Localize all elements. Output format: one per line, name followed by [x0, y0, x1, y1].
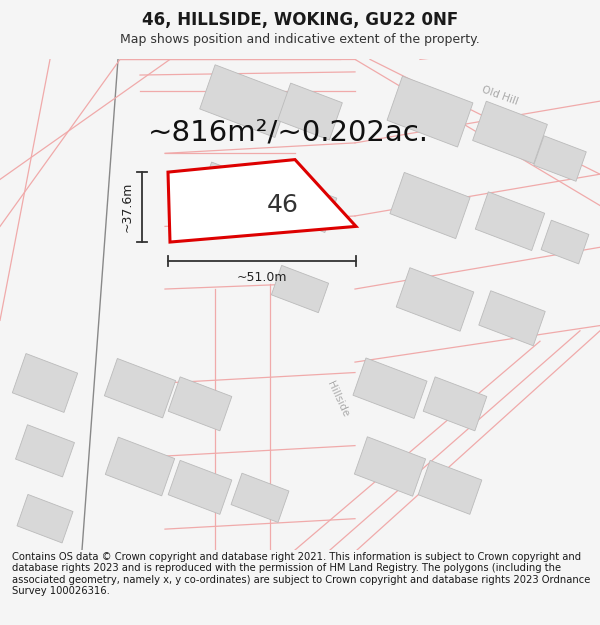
Polygon shape [479, 291, 545, 346]
Text: ~51.0m: ~51.0m [237, 271, 287, 284]
Polygon shape [396, 268, 474, 331]
Polygon shape [104, 359, 176, 418]
Polygon shape [106, 437, 175, 496]
Polygon shape [168, 159, 356, 242]
Polygon shape [231, 473, 289, 522]
Polygon shape [541, 220, 589, 264]
Text: Contains OS data © Crown copyright and database right 2021. This information is : Contains OS data © Crown copyright and d… [12, 551, 590, 596]
Polygon shape [390, 173, 470, 239]
Polygon shape [16, 425, 74, 477]
Polygon shape [534, 136, 586, 181]
Polygon shape [387, 76, 473, 147]
Polygon shape [418, 461, 482, 514]
Polygon shape [355, 437, 425, 496]
Polygon shape [271, 266, 329, 312]
Polygon shape [17, 494, 73, 543]
Polygon shape [198, 162, 282, 228]
Polygon shape [168, 377, 232, 431]
Polygon shape [13, 354, 77, 412]
Text: Hillside: Hillside [325, 379, 350, 418]
Polygon shape [200, 65, 290, 138]
Polygon shape [473, 101, 547, 164]
Polygon shape [353, 358, 427, 419]
Text: ~816m²/~0.202ac.: ~816m²/~0.202ac. [148, 119, 429, 146]
Polygon shape [278, 83, 343, 140]
Text: ~37.6m: ~37.6m [121, 182, 134, 232]
Polygon shape [423, 377, 487, 431]
Polygon shape [273, 179, 337, 232]
Text: 46: 46 [266, 193, 298, 218]
Polygon shape [475, 192, 545, 251]
Polygon shape [168, 461, 232, 514]
Text: 46, HILLSIDE, WOKING, GU22 0NF: 46, HILLSIDE, WOKING, GU22 0NF [142, 11, 458, 29]
Text: Map shows position and indicative extent of the property.: Map shows position and indicative extent… [120, 33, 480, 46]
Text: Old Hill: Old Hill [481, 85, 520, 107]
